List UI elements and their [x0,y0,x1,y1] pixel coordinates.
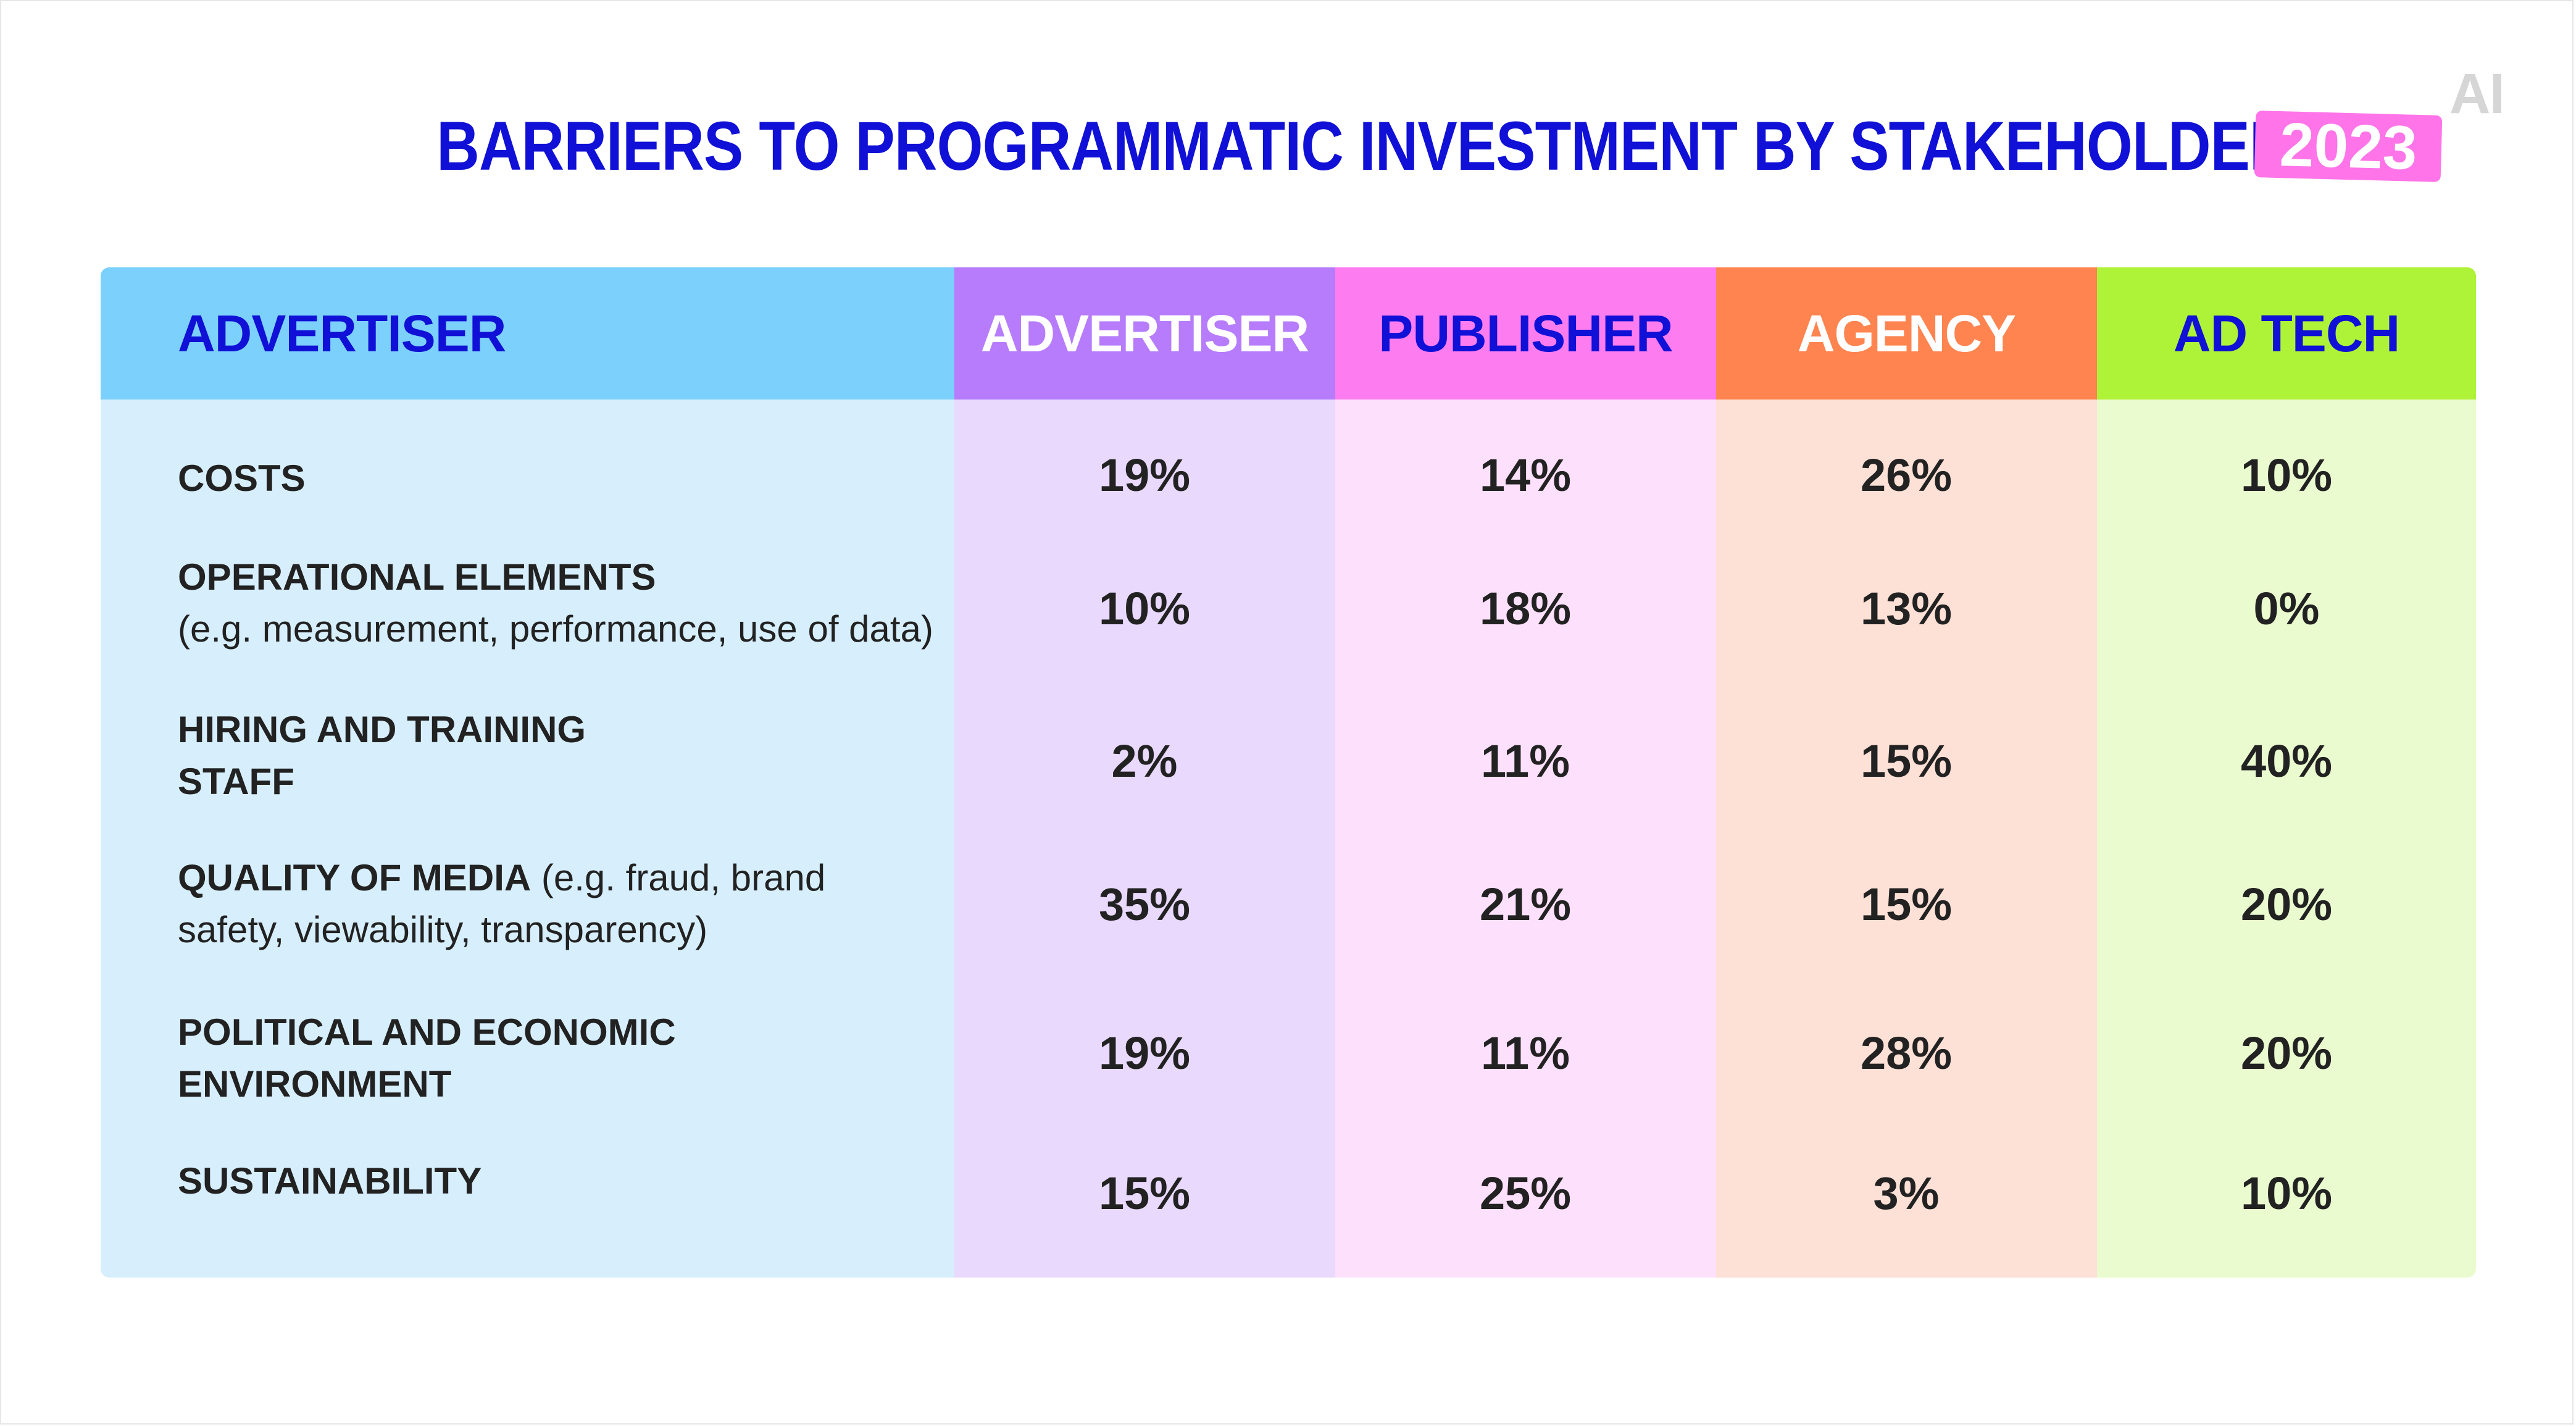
row-labels-body [101,400,954,1278]
row-header-cell: ADVERTISER [101,267,954,400]
value-cell-agency: 3% [1873,1168,1940,1219]
value-cell-ad-tech: 20% [2240,1027,2333,1079]
column-header-advertiser: ADVERTISER [954,267,1335,400]
year-badge: 2023 [2254,110,2443,182]
value-cell-ad-tech: 0% [2253,583,2320,634]
column-header-label: AGENCY [1797,304,2016,362]
row-label-sustainability: SUSTAINABILITY [178,1160,482,1202]
row-header-column: ADVERTISER [101,267,954,1278]
column-header-label: PUBLISHER [1378,304,1673,362]
column-body-agency [1716,400,2097,1278]
column-header-label: ADVERTISER [980,304,1309,362]
value-cell-advertiser: 2% [1111,735,1178,787]
column-body-publisher [1335,400,1716,1278]
column-header-ad-tech: AD TECH [2097,267,2476,400]
column-agency: AGENCY [1716,267,2097,1278]
value-cell-agency: 13% [1860,583,1953,634]
title-row: BARRIERS TO PROGRAMMATIC INVESTMENT BY S… [0,106,2576,193]
chart-title: BARRIERS TO PROGRAMMATIC INVESTMENT BY S… [436,107,2292,185]
stakeholder-table: ADVERTISER ADVERTISER PUBLISHER AGENCY A… [101,267,2476,1278]
value-cell-ad-tech: 10% [2240,1168,2333,1219]
column-header-label: AD TECH [2173,304,2400,362]
row-label-costs: COSTS [178,458,306,499]
row-label-political-economic: POLITICAL AND ECONOMIC ENVIRONMENT [178,1011,676,1105]
value-cell-agency: 15% [1860,879,1953,930]
value-cell-advertiser: 19% [1098,1027,1191,1079]
value-cell-advertiser: 15% [1098,1168,1191,1219]
value-cell-publisher: 21% [1479,879,1572,930]
column-publisher: PUBLISHER [1335,267,1716,1278]
column-body-advertiser [954,400,1335,1278]
value-cell-ad-tech: 20% [2240,879,2333,930]
column-header-agency: AGENCY [1716,267,2097,400]
value-cell-advertiser: 35% [1098,879,1191,930]
value-cell-agency: 15% [1860,735,1953,787]
value-cell-advertiser: 19% [1098,450,1191,501]
value-cell-publisher: 14% [1479,450,1572,501]
value-cell-publisher: 25% [1479,1168,1572,1219]
row-label-hiring-training: HIRING AND TRAINING STAFF [178,709,586,802]
value-cell-agency: 28% [1860,1027,1953,1079]
value-cell-ad-tech: 40% [2240,735,2333,787]
row-label-operational-elements: OPERATIONAL ELEMENTS (e.g. measurement, … [178,556,933,650]
column-advertiser: ADVERTISER [954,267,1335,1278]
value-cell-publisher: 18% [1479,583,1572,634]
column-header-publisher: PUBLISHER [1335,267,1716,400]
value-cell-ad-tech: 10% [2240,450,2333,501]
row-label-quality-of-media: QUALITY OF MEDIA (e.g. fraud, brand safe… [178,857,826,950]
value-cell-publisher: 11% [1480,735,1570,787]
value-cell-publisher: 11% [1480,1027,1570,1079]
value-cell-agency: 26% [1860,450,1953,501]
row-header-label: ADVERTISER [178,304,506,362]
brand-logo: AI [2449,62,2505,125]
column-body-ad-tech [2097,400,2476,1278]
value-cell-advertiser: 10% [1098,583,1191,634]
column-ad-tech: AD TECH [2097,267,2476,1278]
